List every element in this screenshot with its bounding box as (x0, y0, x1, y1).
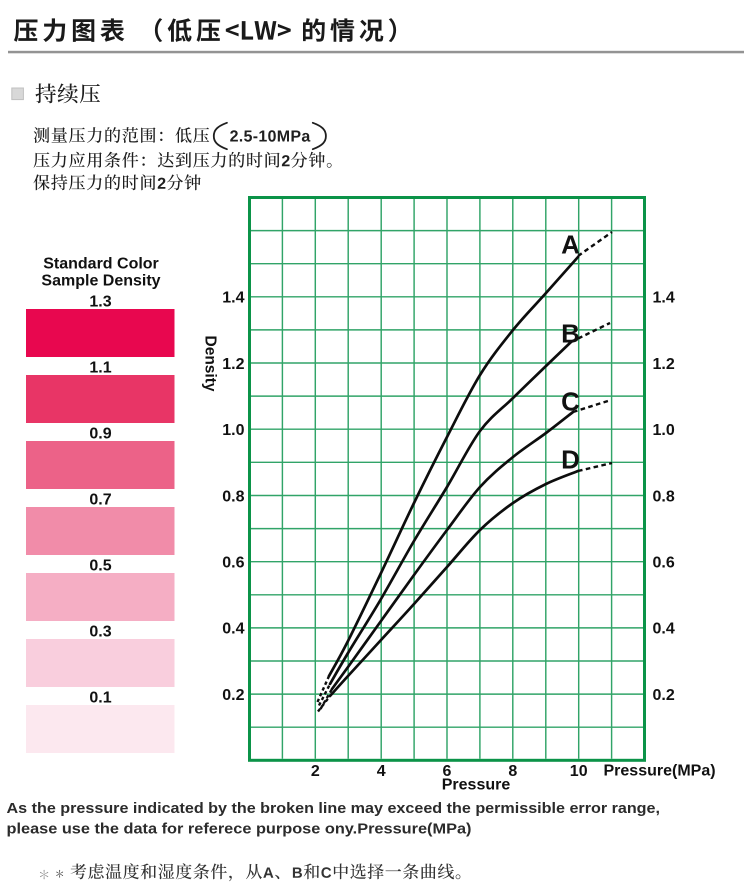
svg-text:please use the data for refere: please use the data for referece purpose… (7, 820, 472, 837)
svg-text:1.3: 1.3 (89, 294, 111, 311)
svg-text:Pressure: Pressure (442, 777, 511, 794)
svg-text:2: 2 (311, 763, 320, 780)
svg-text:8: 8 (508, 763, 517, 780)
svg-text:0.7: 0.7 (89, 492, 111, 509)
svg-text:0.4: 0.4 (653, 621, 675, 638)
svg-text:1.2: 1.2 (653, 356, 675, 373)
svg-text:1.2: 1.2 (222, 356, 244, 373)
svg-text:0.2: 0.2 (653, 687, 675, 704)
svg-text:Density: Density (202, 336, 219, 392)
svg-text:0.1: 0.1 (89, 690, 111, 707)
svg-text:1.1: 1.1 (89, 360, 111, 377)
svg-text:1.0: 1.0 (653, 422, 675, 439)
svg-text:C: C (561, 387, 580, 417)
svg-text:0.5: 0.5 (89, 558, 111, 575)
svg-text:Sample Density: Sample Density (41, 273, 160, 290)
svg-text:0.9: 0.9 (89, 426, 111, 443)
svg-text:0.2: 0.2 (222, 687, 244, 704)
svg-text:0.6: 0.6 (653, 555, 675, 572)
svg-text:1.0: 1.0 (222, 422, 244, 439)
svg-text:6: 6 (443, 763, 452, 780)
svg-text:0.4: 0.4 (222, 621, 244, 638)
svg-text:1.4: 1.4 (222, 290, 244, 307)
svg-text:0.6: 0.6 (222, 555, 244, 572)
svg-text:4: 4 (377, 763, 386, 780)
svg-text:Standard Color: Standard Color (43, 256, 159, 273)
svg-text:D: D (561, 445, 580, 475)
svg-text:A: A (561, 230, 580, 260)
svg-text:0.3: 0.3 (89, 624, 111, 641)
svg-text:10: 10 (570, 763, 588, 780)
svg-text:Pressure(MPa): Pressure(MPa) (604, 763, 716, 780)
svg-text:0.8: 0.8 (222, 488, 244, 505)
svg-text:As the pressure indicated by t: As the pressure indicated by the broken … (7, 800, 661, 817)
svg-text:0.8: 0.8 (653, 488, 675, 505)
svg-text:1.4: 1.4 (653, 290, 675, 307)
svg-text:B: B (561, 319, 580, 349)
